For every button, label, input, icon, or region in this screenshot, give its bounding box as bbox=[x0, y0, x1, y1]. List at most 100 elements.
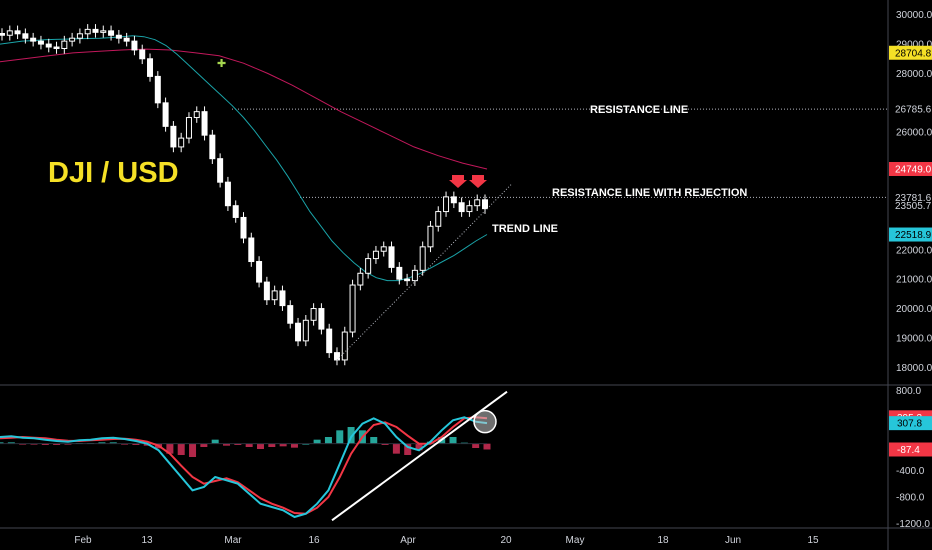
candle-body bbox=[248, 237, 255, 263]
macd-histogram-bar bbox=[245, 443, 253, 447]
price-tick-label: 22000.0 bbox=[896, 245, 932, 256]
annotation-resistance-line: RESISTANCE LINE bbox=[590, 104, 688, 116]
price-label: 24749.0 bbox=[895, 164, 932, 175]
price-tick-label: 19000.0 bbox=[896, 333, 932, 344]
price-label: 26785.6 bbox=[895, 105, 932, 116]
macd-histogram-bar bbox=[200, 443, 208, 447]
macd-histogram-bar bbox=[370, 437, 378, 444]
candle-body bbox=[357, 272, 364, 286]
macd-histogram-bar bbox=[98, 442, 106, 444]
price-label: 28704.8 bbox=[895, 48, 932, 59]
candle-body bbox=[185, 117, 192, 139]
price-trend-line bbox=[336, 183, 513, 361]
macd-line bbox=[0, 416, 488, 519]
price-tick-label: 30000.0 bbox=[896, 10, 932, 21]
candle-body bbox=[365, 258, 372, 274]
macd-pane[interactable] bbox=[0, 390, 508, 522]
macd-histogram-bar bbox=[234, 443, 242, 445]
candle-body bbox=[271, 290, 278, 301]
candle-body bbox=[419, 246, 426, 271]
price-label: 23781.6 bbox=[895, 193, 932, 204]
candle-body bbox=[53, 46, 60, 50]
price-tick-label: 18000.0 bbox=[896, 363, 932, 374]
candle-body bbox=[349, 284, 356, 333]
price-label: 22518.9 bbox=[895, 230, 932, 241]
macd-tick-label: -800.0 bbox=[896, 493, 925, 504]
candle-body bbox=[100, 30, 107, 33]
macd-histogram-bar bbox=[132, 443, 140, 445]
candle-body bbox=[123, 37, 130, 42]
candle-body bbox=[193, 111, 200, 119]
price-tick-label: 29000.0 bbox=[896, 40, 932, 51]
rejection-arrow-icon bbox=[469, 175, 487, 188]
candle-body bbox=[427, 225, 434, 248]
candle-body bbox=[411, 269, 418, 282]
macd-label: -87.4 bbox=[897, 445, 920, 456]
candle-body bbox=[61, 40, 68, 49]
candle-body bbox=[435, 211, 442, 227]
rejection-arrow-icon bbox=[449, 175, 467, 188]
candle-body bbox=[326, 328, 333, 354]
x-tick-label: May bbox=[566, 535, 585, 546]
macd-histogram-bar bbox=[324, 437, 332, 444]
price-tick-label: 21000.0 bbox=[896, 275, 932, 286]
candle-body bbox=[22, 33, 29, 39]
chart-title: DJI / USD bbox=[48, 157, 179, 189]
macd-histogram-bar bbox=[189, 443, 197, 457]
candle-body bbox=[178, 137, 185, 148]
candle-body bbox=[45, 43, 52, 48]
macd-highlight-circle bbox=[473, 409, 497, 434]
candle-body bbox=[0, 32, 5, 36]
macd-tick-label: -1200.0 bbox=[896, 519, 930, 530]
macd-tick-label: 800.0 bbox=[896, 386, 921, 397]
candle-body bbox=[287, 305, 294, 324]
candle-body bbox=[30, 37, 37, 42]
price-label-bg bbox=[889, 45, 932, 60]
price-label-bg bbox=[889, 161, 932, 176]
macd-histogram-bar bbox=[381, 443, 389, 445]
macd-histogram-bar bbox=[177, 443, 185, 455]
candle-body bbox=[295, 322, 302, 342]
candle-body bbox=[388, 246, 395, 268]
macd-histogram-bar bbox=[256, 443, 264, 449]
candle-body bbox=[474, 199, 481, 207]
x-tick-label: Feb bbox=[74, 535, 92, 546]
candle-body bbox=[443, 196, 450, 213]
annotation-resistance-rejection: RESISTANCE LINE WITH REJECTION bbox=[552, 187, 747, 199]
macd-histogram-bar bbox=[7, 442, 15, 444]
ma-long-line bbox=[0, 48, 488, 170]
candle-body bbox=[139, 49, 146, 60]
candle-body bbox=[224, 181, 231, 207]
macd-histogram-bar bbox=[472, 443, 480, 448]
candle-body bbox=[318, 308, 325, 330]
macd-histogram-bar bbox=[290, 443, 298, 448]
macd-histogram-bar bbox=[268, 443, 276, 447]
macd-histogram-bar bbox=[336, 430, 344, 444]
macd-label-bg bbox=[889, 442, 932, 457]
price-label: 23505.7 bbox=[895, 201, 932, 212]
price-tick-label: 28000.0 bbox=[896, 69, 932, 80]
candle-body bbox=[263, 281, 270, 301]
candle-body bbox=[162, 102, 169, 127]
candle-body bbox=[482, 199, 488, 210]
price-pane[interactable]: ✚ bbox=[0, 24, 888, 366]
cross-marker-icon: ✚ bbox=[217, 57, 226, 70]
candle-body bbox=[466, 205, 473, 213]
x-tick-label: Mar bbox=[224, 535, 242, 546]
candle-body bbox=[217, 158, 224, 183]
candle-body bbox=[372, 250, 379, 260]
candle-body bbox=[450, 196, 457, 204]
candle-body bbox=[115, 34, 122, 39]
macd-histogram-bar bbox=[0, 442, 4, 444]
macd-histogram-bar bbox=[41, 443, 49, 445]
macd-histogram-bar bbox=[313, 439, 321, 444]
candle-body bbox=[108, 30, 115, 36]
x-tick-label: 18 bbox=[657, 535, 669, 546]
macd-histogram-bar bbox=[223, 443, 231, 446]
macd-histogram-bar bbox=[449, 437, 457, 444]
candle-body bbox=[279, 290, 286, 307]
candle-body bbox=[170, 125, 177, 148]
x-tick-label: 13 bbox=[141, 535, 153, 546]
